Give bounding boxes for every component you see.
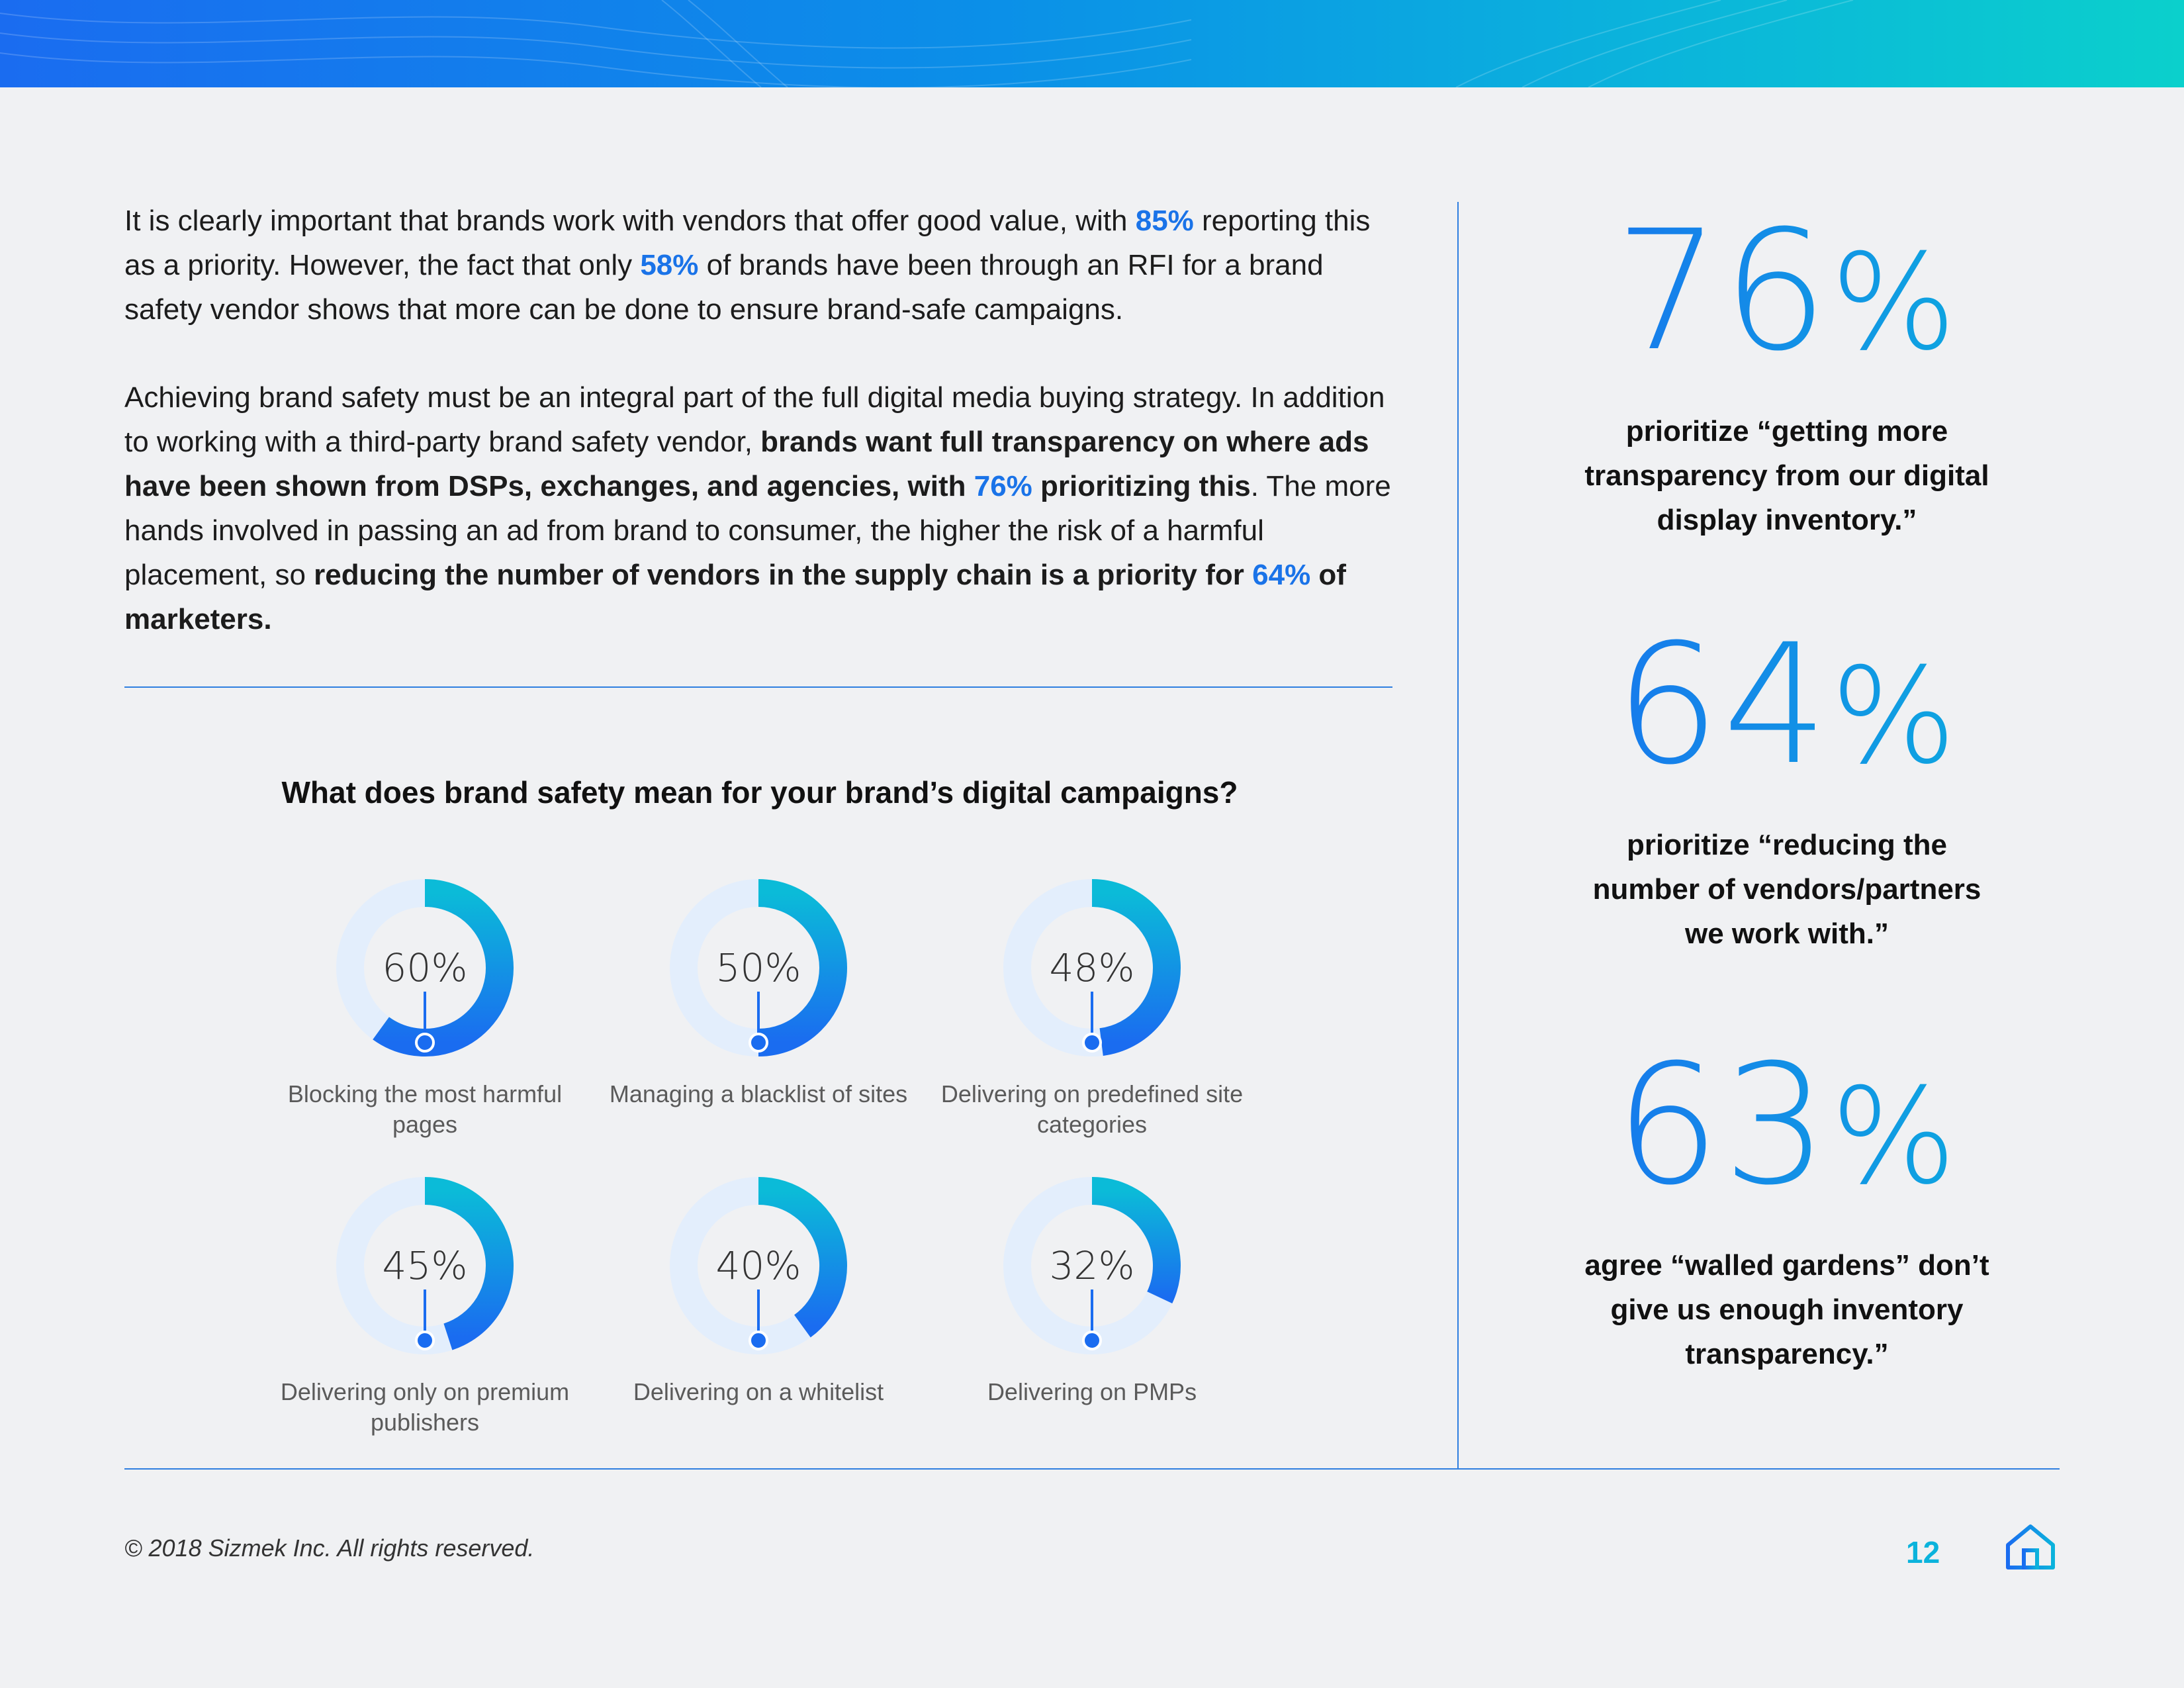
donut-pointer-dot bbox=[415, 1331, 435, 1350]
intro-p2-bold-4: of marketers. bbox=[124, 559, 1346, 635]
footer-divider bbox=[124, 1468, 2060, 1470]
stat-value: 63 bbox=[1614, 1029, 1831, 1221]
donut-chart: 40% bbox=[670, 1177, 847, 1354]
donut-chart-item: 40% Delivering on a whitelist bbox=[573, 1166, 944, 1407]
intro-paragraph-1: It is clearly important that brands work… bbox=[124, 199, 1395, 332]
donut-pointer-dot bbox=[749, 1331, 768, 1350]
donut-chart-item: 60% Blocking the most harmful pages bbox=[240, 868, 610, 1140]
stat-number: 64% bbox=[1496, 619, 2078, 803]
intro-p2-text-a: Achieving brand safety must be an integr… bbox=[124, 381, 1385, 458]
donut-chart-item: 48% Delivering on predefined site categor… bbox=[907, 868, 1277, 1140]
donut-value-arc bbox=[758, 1177, 847, 1338]
intro-p1-text-a: It is clearly important that brands work… bbox=[124, 205, 1136, 237]
stat-number: 76% bbox=[1496, 205, 2078, 389]
stat-block-1: 76% prioritize “getting more transparenc… bbox=[1496, 205, 2078, 542]
donut-category-label: Delivering on predefined site categories bbox=[940, 1080, 1244, 1138]
donut-chart: 32% bbox=[1003, 1177, 1181, 1354]
intro-p1-text-c: of brands have been through an RFI for a… bbox=[124, 249, 1324, 326]
donut-chart-item: 50% Managing a blacklist of sites bbox=[573, 868, 944, 1109]
donut-chart-item: 32% Delivering on PMPs bbox=[907, 1166, 1277, 1407]
donut-pointer-dot bbox=[1082, 1033, 1102, 1053]
intro-p1-text-b: reporting this as a priority. However, t… bbox=[124, 205, 1371, 281]
chart-title: What does brand safety mean for your bra… bbox=[281, 775, 1238, 810]
intro-p1-highlight-58: 58% bbox=[640, 249, 699, 281]
donut-category-label: Managing a blacklist of sites bbox=[609, 1080, 908, 1107]
donut-chart: 50% bbox=[670, 879, 847, 1056]
donut-chart: 45% bbox=[336, 1177, 514, 1354]
donut-value-arc bbox=[424, 1177, 514, 1350]
intro-p1-highlight-85: 85% bbox=[1135, 205, 1194, 237]
donut-chart: 48% bbox=[1003, 879, 1181, 1056]
copyright-text: © 2018 Sizmek Inc. All rights reserved. bbox=[124, 1534, 535, 1562]
donut-value-label: 45% bbox=[383, 1243, 468, 1288]
donut-value-label: 60% bbox=[383, 945, 468, 990]
intro-paragraph-2: Achieving brand safety must be an integr… bbox=[124, 375, 1395, 641]
donut-value-label: 40% bbox=[716, 1243, 801, 1288]
column-divider bbox=[1457, 202, 1459, 1470]
stat-caption: prioritize “reducing the number of vendo… bbox=[1592, 829, 1981, 950]
stat-value: 76 bbox=[1614, 195, 1831, 387]
donut-pointer-dot bbox=[415, 1033, 435, 1053]
intro-text: It is clearly important that brands work… bbox=[124, 199, 1395, 685]
stat-value: 64 bbox=[1614, 608, 1831, 801]
stat-block-3: 63% agree “walled gardens” don’t give us… bbox=[1496, 1039, 2078, 1376]
donut-value-label: 50% bbox=[716, 945, 801, 990]
donut-chart-item: 45% Delivering only on premium publishers bbox=[240, 1166, 610, 1438]
donut-value-arc bbox=[1091, 879, 1181, 1056]
donut-category-label: Blocking the most harmful pages bbox=[287, 1080, 563, 1138]
donut-category-label: Delivering on a whitelist bbox=[633, 1378, 884, 1405]
intro-p2-highlight-64: 64% bbox=[1252, 559, 1311, 591]
stat-caption: agree “walled gardens” don’t give us eno… bbox=[1584, 1249, 1989, 1370]
stat-percent-sign: % bbox=[1831, 226, 1960, 380]
stat-percent-sign: % bbox=[1831, 639, 1960, 794]
intro-p2-bold-2: prioritizing this bbox=[1032, 470, 1251, 502]
donut-category-label: Delivering on PMPs bbox=[987, 1378, 1197, 1405]
stat-caption: prioritize “getting more transparency fr… bbox=[1584, 415, 1989, 536]
stat-number: 63% bbox=[1496, 1039, 2078, 1223]
intro-p2-bold-3: reducing the number of vendors in the su… bbox=[314, 559, 1253, 591]
intro-p2-highlight-76: 76% bbox=[974, 470, 1032, 502]
donut-pointer-dot bbox=[749, 1033, 768, 1053]
page-number: 12 bbox=[1906, 1535, 1940, 1570]
donut-chart: 60% bbox=[336, 879, 514, 1056]
header-banner bbox=[0, 0, 2184, 87]
header-wave-pattern bbox=[0, 0, 1854, 87]
donut-value-arc bbox=[1091, 1177, 1181, 1304]
donut-value-label: 48% bbox=[1050, 945, 1135, 990]
stat-block-2: 64% prioritize “reducing the number of v… bbox=[1496, 619, 2078, 956]
home-icon[interactable] bbox=[2004, 1523, 2057, 1571]
section-divider bbox=[124, 686, 1392, 688]
intro-p2-text-b: . The more hands involved in passing an … bbox=[124, 470, 1391, 591]
donut-value-label: 32% bbox=[1050, 1243, 1135, 1288]
donut-value-arc bbox=[758, 879, 847, 1056]
donut-pointer-dot bbox=[1082, 1331, 1102, 1350]
stat-percent-sign: % bbox=[1831, 1060, 1960, 1214]
donut-category-label: Delivering only on premium publishers bbox=[280, 1378, 570, 1436]
intro-p2-bold-1: brands want full transparency on where a… bbox=[124, 426, 1369, 502]
